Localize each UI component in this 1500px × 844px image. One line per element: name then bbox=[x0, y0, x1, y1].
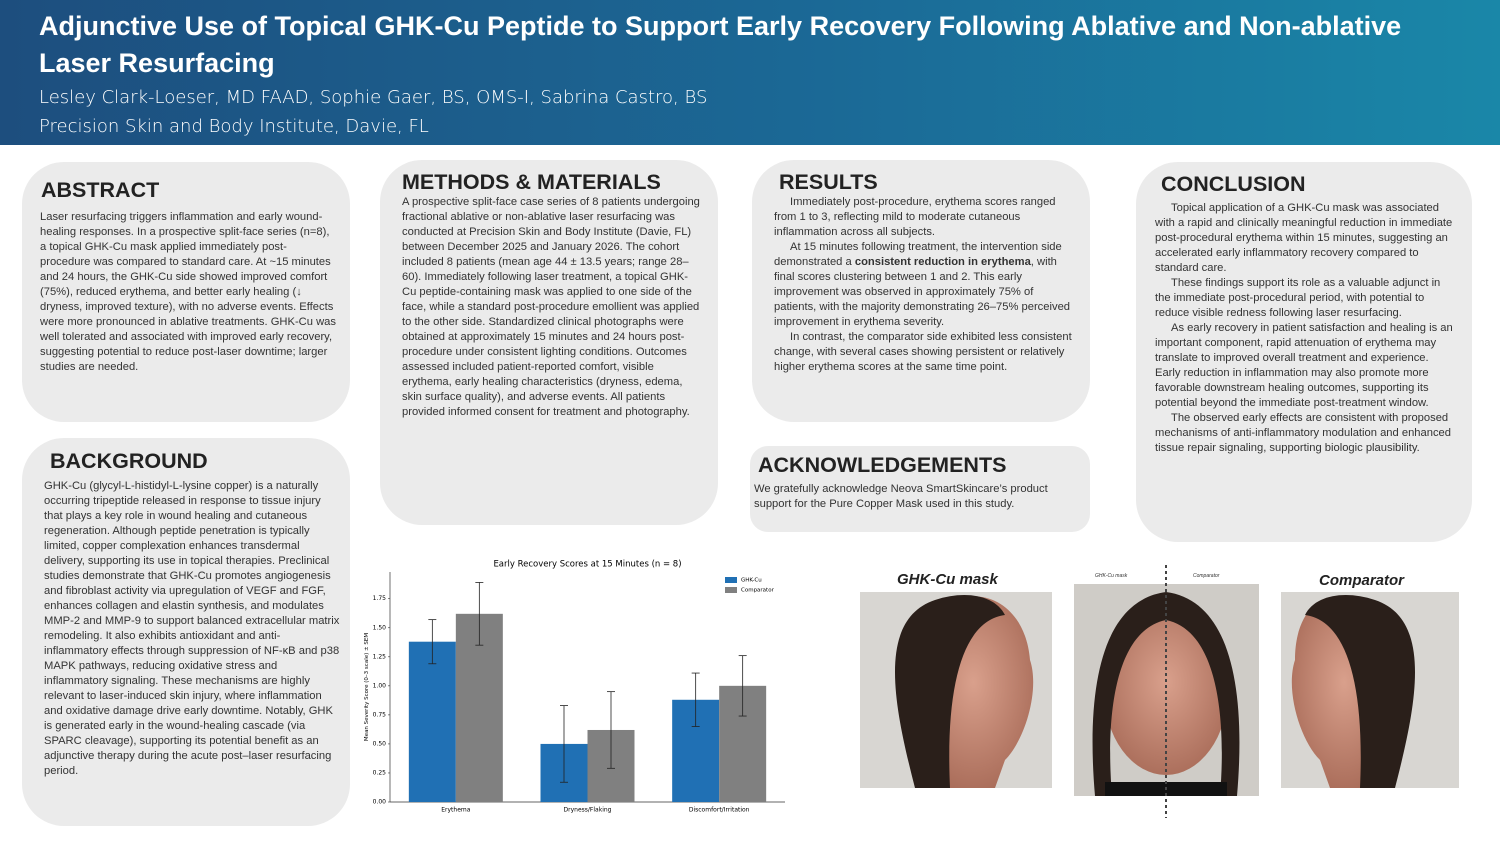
paragraph: These findings support its role as a val… bbox=[1155, 277, 1441, 319]
bar bbox=[408, 641, 456, 802]
affiliation: Precision Skin and Body Institute, Davie… bbox=[39, 116, 429, 137]
abstract-panel: ABSTRACT Laser resurfacing triggers infl… bbox=[22, 162, 350, 422]
photo-caption: GHK-Cu mask bbox=[897, 571, 998, 588]
x-tick-label: Erythema bbox=[441, 807, 471, 814]
section-heading: ACKNOWLEDGEMENTS bbox=[758, 453, 1007, 477]
y-tick-label: 0.25 bbox=[373, 769, 387, 776]
y-tick-label: 1.50 bbox=[373, 624, 387, 631]
section-text: GHK-Cu (glycyl-L-histidyl-L-lysine coppe… bbox=[44, 480, 340, 777]
text-run: , with final scores clustering between 1… bbox=[774, 256, 1071, 328]
section-heading: BACKGROUND bbox=[50, 449, 208, 473]
results-panel: RESULTS Immediately post-procedure, eryt… bbox=[752, 160, 1090, 422]
hair bbox=[1092, 592, 1240, 796]
section-heading: CONCLUSION bbox=[1161, 172, 1306, 196]
bar-chart: Early Recovery Scores at 15 Minutes (n =… bbox=[364, 560, 785, 814]
section-text: Topical application of a GHK-Cu mask was… bbox=[1155, 201, 1455, 456]
hair bbox=[1305, 595, 1415, 788]
poster-title: Adjunctive Use of Topical GHK-Cu Peptide… bbox=[39, 11, 1402, 78]
paragraph: In contrast, the comparator side exhibit… bbox=[774, 331, 1072, 373]
paragraph: Immediately post-procedure, erythema sco… bbox=[774, 196, 1056, 238]
paragraph: At 15 minutes following treatment, the i… bbox=[774, 240, 1072, 330]
y-tick-label: 1.00 bbox=[373, 682, 387, 689]
background-panel: BACKGROUND GHK-Cu (glycyl-L-histidyl-L-l… bbox=[22, 438, 350, 826]
section-text: Immediately post-procedure, erythema sco… bbox=[774, 195, 1072, 375]
section-text: A prospective split-face case series of … bbox=[402, 196, 700, 418]
x-tick-label: Discomfort/Irritation bbox=[689, 807, 750, 814]
hair bbox=[895, 595, 1005, 788]
photo-label: Comparator bbox=[1193, 573, 1220, 579]
y-tick-label: 1.25 bbox=[373, 653, 387, 660]
section-heading: ABSTRACT bbox=[41, 178, 160, 202]
section-heading: RESULTS bbox=[779, 170, 878, 194]
bold-run: consistent reduction in erythema bbox=[854, 256, 1031, 268]
face bbox=[1104, 605, 1228, 775]
legend-label: Comparator bbox=[741, 588, 775, 594]
legend-swatch bbox=[725, 577, 737, 583]
methods-panel: METHODS & MATERIALS A prospective split-… bbox=[380, 160, 718, 525]
section-heading: METHODS & MATERIALS bbox=[402, 170, 661, 194]
paragraph: Topical application of a GHK-Cu mask was… bbox=[1155, 202, 1453, 274]
y-tick-label: 0.50 bbox=[373, 740, 387, 747]
section-text: Laser resurfacing triggers inflammation … bbox=[40, 211, 336, 373]
paragraph: The observed early effects are consisten… bbox=[1155, 412, 1452, 454]
y-tick-label: 1.75 bbox=[373, 595, 387, 602]
photo-caption: Comparator bbox=[1319, 572, 1405, 589]
chart-title: Early Recovery Scores at 15 Minutes (n =… bbox=[493, 560, 681, 570]
section-text: We gratefully acknowledge Neova SmartSki… bbox=[754, 483, 1048, 510]
text-run: At 15 minutes following treatment, the i… bbox=[774, 241, 1062, 268]
header: Adjunctive Use of Topical GHK-Cu Peptide… bbox=[0, 0, 1500, 145]
conclusion-panel: CONCLUSION Topical application of a GHK-… bbox=[1136, 162, 1472, 542]
legend-swatch bbox=[725, 587, 737, 593]
y-axis-label: Mean Severity Score (0–3 scale) ± SEM bbox=[364, 633, 370, 741]
y-tick-label: 0.75 bbox=[373, 711, 387, 718]
x-tick-label: Dryness/Flaking bbox=[564, 807, 612, 814]
y-tick-label: 0.00 bbox=[373, 799, 387, 806]
photo-label: GHK-Cu mask bbox=[1095, 573, 1128, 579]
paragraph: As early recovery in patient satisfactio… bbox=[1155, 322, 1453, 409]
authors: Lesley Clark-Loeser, MD FAAD, Sophie Gae… bbox=[39, 87, 708, 108]
photos bbox=[860, 565, 1459, 818]
acknowledgements-panel: ACKNOWLEDGEMENTS We gratefully acknowled… bbox=[750, 446, 1090, 532]
legend-label: GHK-Cu bbox=[741, 578, 762, 584]
